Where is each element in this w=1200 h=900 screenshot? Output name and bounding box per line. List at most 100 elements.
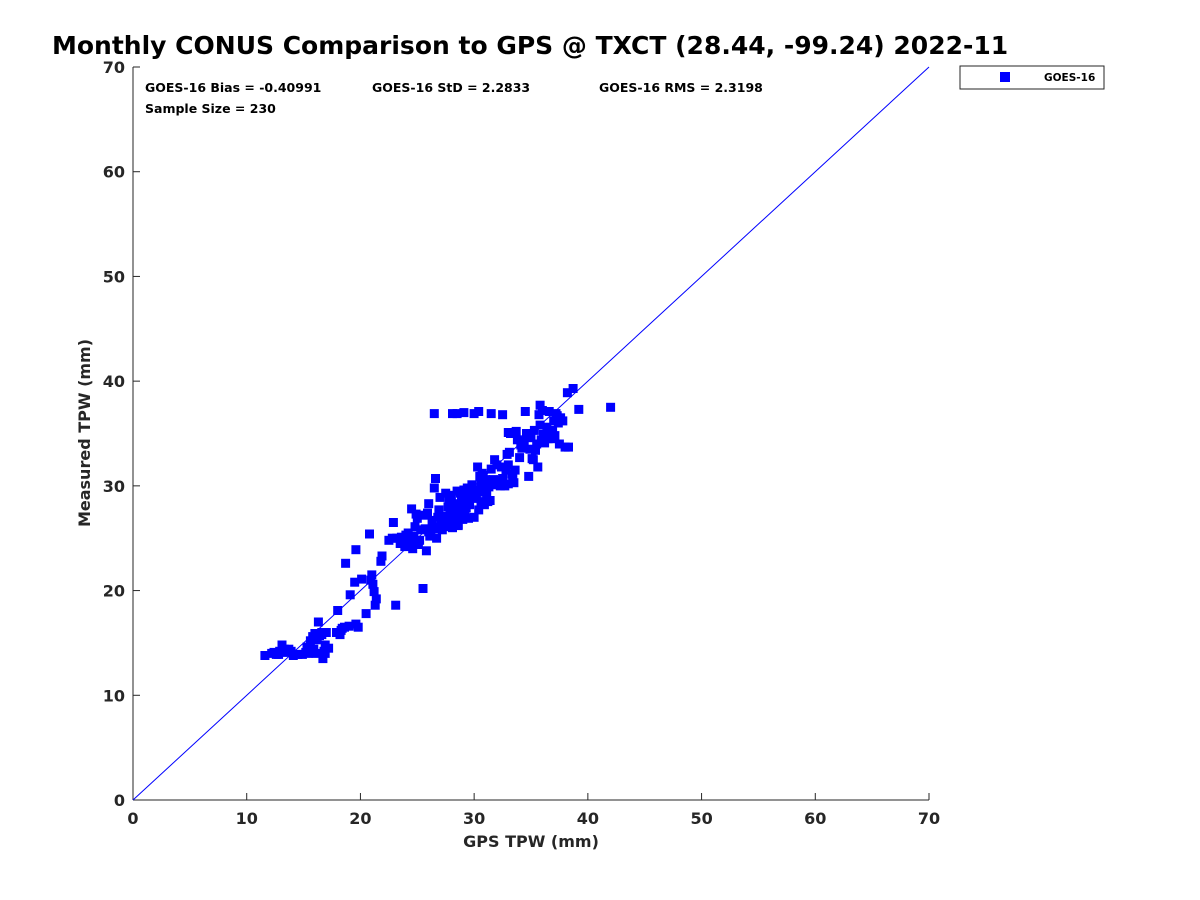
data-point [527, 454, 537, 464]
data-point [539, 430, 548, 439]
y-tick-label: 70 [103, 58, 125, 77]
data-point [478, 470, 488, 480]
data-point [564, 442, 573, 452]
y-ticks: 0 10 20 30 40 50 60 70 [103, 58, 140, 810]
data-point [458, 514, 468, 524]
data-point [341, 558, 351, 568]
y-tick-label: 20 [103, 582, 125, 601]
data-point [509, 478, 519, 488]
data-point [535, 400, 545, 410]
data-point [554, 439, 564, 449]
data-point [477, 481, 487, 491]
data-point [503, 479, 513, 489]
stats-annotations: GOES-16 Bias = -0.40991 GOES-16 StD = 2.… [145, 80, 763, 116]
data-point [542, 422, 552, 432]
data-point [520, 407, 530, 416]
x-tick-label: 0 [127, 809, 138, 828]
data-point [305, 636, 315, 646]
data-point [428, 522, 438, 532]
data-point [269, 647, 279, 657]
data-point [518, 436, 528, 446]
data-point [318, 654, 328, 664]
data-point [371, 594, 381, 604]
data-point [425, 531, 435, 541]
data-point [434, 505, 444, 515]
data-point [515, 453, 525, 463]
data-point [313, 617, 323, 627]
data-point [498, 410, 508, 420]
y-tick-label: 0 [114, 791, 125, 810]
data-point [562, 388, 572, 398]
data-point [537, 406, 547, 415]
data-point [568, 384, 578, 393]
y-tick-label: 30 [103, 477, 125, 496]
data-point [443, 502, 453, 512]
data-point [574, 404, 584, 414]
data-point [413, 540, 423, 549]
y-tick-label: 50 [103, 267, 125, 286]
data-point [469, 512, 479, 522]
data-point [524, 471, 534, 481]
data-point [408, 544, 418, 554]
data-point [302, 642, 312, 652]
data-point [365, 529, 374, 539]
data-point [350, 577, 360, 587]
data-point [489, 475, 498, 485]
data-point [558, 416, 568, 426]
data-point [320, 648, 330, 658]
data-point [474, 505, 484, 515]
data-point [449, 514, 459, 524]
x-axis-label: GPS TPW (mm) [463, 832, 599, 851]
data-point [476, 497, 486, 507]
data-point [490, 455, 500, 465]
data-point [310, 629, 320, 638]
y-tick-label: 40 [103, 372, 125, 391]
legend: GOES-16 [959, 65, 1105, 90]
data-point [368, 579, 378, 589]
data-point [469, 409, 479, 419]
data-point [503, 460, 513, 470]
data-point [376, 556, 386, 566]
data-point [435, 492, 445, 502]
data-point [496, 462, 506, 472]
x-tick-label: 10 [236, 809, 258, 828]
data-point [411, 509, 421, 519]
data-point [345, 590, 355, 600]
data-points [260, 384, 616, 664]
data-point [429, 409, 439, 419]
legend-box [959, 65, 1105, 90]
data-point [502, 449, 512, 459]
data-point [529, 425, 539, 435]
data-point [446, 490, 456, 500]
x-tick-label: 30 [463, 809, 485, 828]
data-point [503, 428, 513, 437]
x-tick-label: 60 [804, 809, 826, 828]
data-point [333, 606, 343, 615]
data-point [335, 630, 345, 640]
data-point [387, 533, 397, 543]
data-point [550, 431, 560, 441]
data-point [369, 587, 379, 597]
data-point [456, 488, 465, 498]
data-point [357, 574, 367, 584]
y-tick-label: 60 [103, 163, 125, 182]
data-point [531, 445, 540, 455]
data-point [474, 407, 484, 416]
data-point [448, 409, 457, 419]
data-point [482, 489, 492, 499]
data-point [535, 420, 545, 430]
y-tick-label: 10 [103, 686, 125, 705]
data-point [459, 408, 469, 418]
x-tick-label: 70 [918, 809, 940, 828]
data-point [407, 504, 417, 514]
y-axis-label: Measured TPW (mm) [75, 339, 94, 527]
data-point [424, 499, 434, 509]
data-point [403, 528, 413, 538]
data-point [421, 546, 431, 556]
data-point [432, 533, 442, 543]
data-point [427, 515, 437, 525]
legend-label: GOES-16 [1044, 72, 1095, 84]
stat-bias: GOES-16 Bias = -0.40991 [145, 80, 321, 95]
data-point [507, 469, 517, 479]
